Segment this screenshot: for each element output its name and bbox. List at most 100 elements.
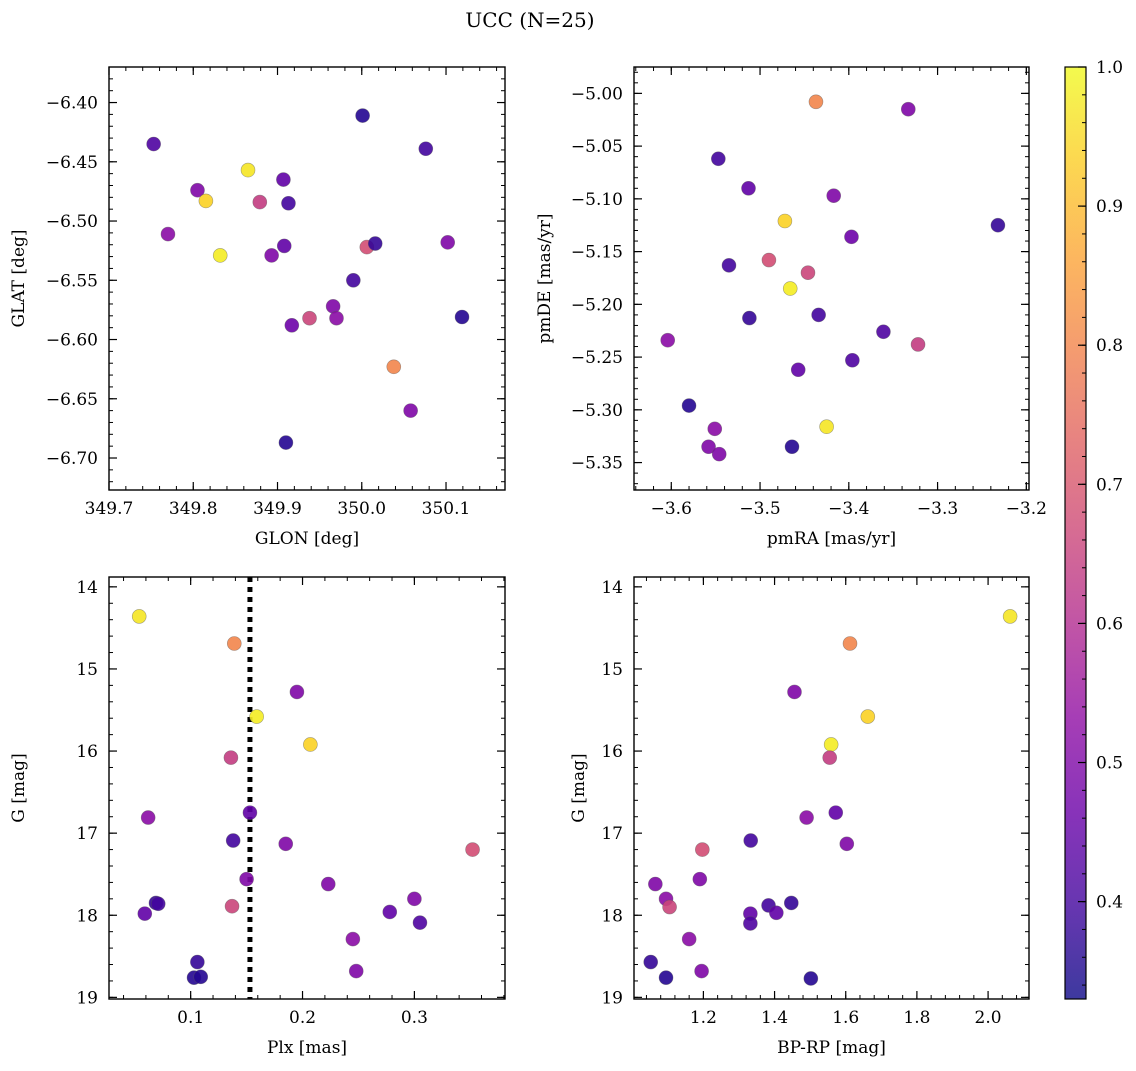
data-point [662,899,677,915]
data-point [811,307,826,323]
data-point [198,193,214,209]
data-point [223,750,239,765]
data-point [355,108,370,123]
data-point [826,188,842,203]
plot-area [634,67,1029,490]
x-tick-label: 1.8 [903,1008,930,1028]
y-tick-label: 17 [601,824,623,844]
data-point [240,162,256,178]
data-point [845,352,860,368]
x-tick-label: 0.3 [401,1008,428,1028]
x-tick-label: 349.7 [85,499,134,519]
data-point [345,931,361,947]
colorbar-tick-label: 0.8 [1096,336,1123,356]
colorbar-gradient [1064,66,1087,1000]
data-point [692,871,708,887]
x-tick-label: 2.0 [975,1008,1002,1028]
x-tick-label: −3.6 [651,499,692,519]
data-point [743,916,758,931]
y-tick-label: −6.70 [46,449,98,469]
colorbar-tick-label: 0.9 [1096,197,1123,217]
data-point [386,359,402,375]
y-tick-label: −6.60 [46,331,98,351]
y-tick-label: 18 [76,906,98,926]
data-point [681,398,697,413]
data-point [648,876,663,892]
y-tick-label: 19 [76,988,98,1008]
y-tick-label: −5.35 [571,454,623,474]
y-tick-label: 17 [76,824,98,844]
x-tick-label: 349.9 [253,499,302,519]
data-point [844,229,859,245]
colorbar-tick-label: 0.6 [1096,614,1123,634]
data-point [711,446,727,462]
data-point [761,252,777,268]
plot-area [109,577,505,999]
data-point [212,248,228,263]
x-tick-label: −3.3 [917,499,958,519]
data-point [348,963,364,979]
data-point [876,324,891,340]
y-tick-label: −5.25 [571,348,623,368]
x-axis-label: GLON [deg] [255,529,359,549]
x-tick-label: 1.2 [690,1008,717,1028]
data-point [281,195,296,211]
panel-bprp-g: 1.2 1.4 1.6 1.8 2.0 14 15 16 17 18 19 BP-RP [mag] G … [569,576,1030,1058]
data-point [743,833,759,848]
colorbar-tick-label: 0.4 [1096,893,1123,913]
data-point [782,281,798,296]
x-tick-label: 349.8 [169,499,218,519]
data-point [150,896,166,912]
y-tick-label: 18 [601,906,623,926]
data-point [190,954,205,970]
data-point [823,737,839,752]
x-tick-label: 350.1 [422,499,471,519]
y-tick-label: −5.00 [571,84,623,104]
data-point [707,421,723,437]
colorbar: 0.4 0.5 0.6 0.7 0.8 0.9 1.0 [1064,58,1123,1000]
data-point [799,810,814,825]
data-point [224,898,240,914]
data-point [860,709,876,724]
data-point [910,337,926,352]
data-point [803,971,819,986]
data-point [695,842,710,857]
panel-glon-glat: 349.7 349.8 349.9 350.0 350.1 −6.70 −6.65 −6.60… [9,66,506,549]
x-tick-label: −3.2 [1006,499,1047,519]
colorbar-tick-label: 1.0 [1096,58,1123,78]
data-point [440,235,456,250]
data-point [160,226,176,242]
data-point [990,217,1006,233]
data-point [828,805,844,820]
panel-pmra-pmde: −3.6 −3.5 −3.4 −3.3 −3.2 −5.35 −5.30 −5.25 −5.20… [535,66,1047,549]
data-point [264,248,279,263]
data-point [302,310,317,326]
y-tick-label: −5.20 [571,295,623,315]
data-point [226,636,242,651]
y-tick-label: 16 [601,742,623,762]
colorbar-tick-label: 0.7 [1096,475,1123,495]
data-point [783,895,799,911]
y-axis-label: pmDE [mas/yr] [535,213,555,343]
y-tick-label: −6.50 [46,212,98,232]
data-point [131,609,147,624]
data-point [822,750,838,765]
data-point [800,265,816,280]
data-point [225,833,241,848]
data-point [193,969,209,985]
x-tick-label: 0.1 [177,1008,204,1028]
data-point [418,141,434,157]
y-tick-label: −6.45 [46,153,98,173]
data-point [140,810,156,825]
data-point [346,272,361,288]
data-point [278,836,294,852]
data-point [289,684,305,700]
data-point [787,684,802,700]
data-point [790,362,806,378]
panel-plx-g: 0.1 0.2 0.3 14 15 16 17 18 19 Plx [mas] G [mag] [9,576,506,1058]
data-point [320,876,336,892]
x-axis-label: pmRA [mas/yr] [767,529,896,549]
data-point [303,737,318,752]
data-point [412,915,428,930]
